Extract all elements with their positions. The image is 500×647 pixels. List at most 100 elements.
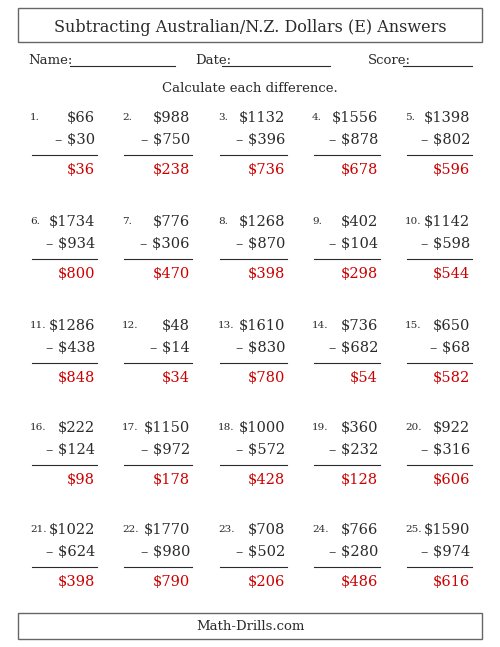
Text: Date:: Date: [195, 54, 231, 67]
Text: $128: $128 [341, 473, 378, 487]
Text: – $306: – $306 [140, 237, 190, 251]
Bar [18, 8, 482, 42]
Text: $398: $398 [248, 267, 285, 281]
Text: $1142: $1142 [424, 215, 470, 229]
Text: 20.: 20. [405, 424, 421, 432]
Text: – $104: – $104 [329, 237, 378, 251]
Text: $98: $98 [67, 473, 95, 487]
Text: $678: $678 [340, 163, 378, 177]
Text: $606: $606 [432, 473, 470, 487]
Text: 25.: 25. [405, 525, 421, 534]
Text: Subtracting Australian/N.Z. Dollars (E) Answers: Subtracting Australian/N.Z. Dollars (E) … [54, 19, 446, 36]
Text: $470: $470 [153, 267, 190, 281]
Text: $298: $298 [341, 267, 378, 281]
Text: $708: $708 [248, 523, 285, 537]
Text: $48: $48 [162, 319, 190, 333]
Text: – $14: – $14 [150, 341, 190, 355]
Text: – $572: – $572 [236, 443, 285, 457]
Text: – $396: – $396 [236, 133, 285, 147]
Text: 10.: 10. [405, 217, 421, 226]
Text: Score:: Score: [368, 54, 411, 67]
Text: $766: $766 [340, 523, 378, 537]
Text: $398: $398 [58, 575, 95, 589]
Text: 5.: 5. [405, 113, 415, 122]
Text: 2.: 2. [122, 113, 132, 122]
Text: 8.: 8. [218, 217, 228, 226]
Text: – $316: – $316 [421, 443, 470, 457]
Text: $402: $402 [341, 215, 378, 229]
Text: 17.: 17. [122, 424, 138, 432]
Text: $596: $596 [433, 163, 470, 177]
Text: – $438: – $438 [46, 341, 95, 355]
Text: – $124: – $124 [46, 443, 95, 457]
Text: Math-Drills.com: Math-Drills.com [196, 620, 304, 633]
Text: $54: $54 [350, 371, 378, 385]
Text: $790: $790 [153, 575, 190, 589]
Text: 11.: 11. [30, 322, 46, 331]
Text: – $802: – $802 [420, 133, 470, 147]
Text: – $232: – $232 [329, 443, 378, 457]
Text: 9.: 9. [312, 217, 322, 226]
Text: $988: $988 [152, 111, 190, 125]
Text: $1398: $1398 [424, 111, 470, 125]
Text: 19.: 19. [312, 424, 328, 432]
Text: 15.: 15. [405, 322, 421, 331]
Text: $1770: $1770 [144, 523, 190, 537]
Text: $206: $206 [248, 575, 285, 589]
Text: – $974: – $974 [421, 545, 470, 559]
Text: $800: $800 [58, 267, 95, 281]
Text: Name:: Name: [28, 54, 72, 67]
Text: – $598: – $598 [421, 237, 470, 251]
Text: – $502: – $502 [236, 545, 285, 559]
Text: – $68: – $68 [430, 341, 470, 355]
Text: 6.: 6. [30, 217, 40, 226]
Text: 18.: 18. [218, 424, 234, 432]
Text: $1000: $1000 [238, 421, 285, 435]
Text: $34: $34 [162, 371, 190, 385]
Text: Calculate each difference.: Calculate each difference. [162, 82, 338, 94]
Text: 7.: 7. [122, 217, 132, 226]
Text: 1.: 1. [30, 113, 40, 122]
Text: $1150: $1150 [144, 421, 190, 435]
Text: $1734: $1734 [48, 215, 95, 229]
Text: 16.: 16. [30, 424, 46, 432]
Text: 13.: 13. [218, 322, 234, 331]
Text: 23.: 23. [218, 525, 234, 534]
Text: $178: $178 [153, 473, 190, 487]
Text: $650: $650 [432, 319, 470, 333]
Text: $222: $222 [58, 421, 95, 435]
Text: – $972: – $972 [141, 443, 190, 457]
Text: 22.: 22. [122, 525, 138, 534]
Text: $1590: $1590 [424, 523, 470, 537]
Text: – $750: – $750 [141, 133, 190, 147]
Text: – $682: – $682 [328, 341, 378, 355]
Text: 24.: 24. [312, 525, 328, 534]
Bar [18, 613, 482, 639]
Text: $1268: $1268 [238, 215, 285, 229]
Text: 3.: 3. [218, 113, 228, 122]
Text: $1286: $1286 [48, 319, 95, 333]
Text: $1610: $1610 [238, 319, 285, 333]
Text: 21.: 21. [30, 525, 46, 534]
Text: $736: $736 [248, 163, 285, 177]
Text: $428: $428 [248, 473, 285, 487]
Text: $582: $582 [433, 371, 470, 385]
Text: – $830: – $830 [236, 341, 285, 355]
Text: – $934: – $934 [46, 237, 95, 251]
Text: – $878: – $878 [328, 133, 378, 147]
Text: – $870: – $870 [236, 237, 285, 251]
Text: 12.: 12. [122, 322, 138, 331]
Text: – $980: – $980 [140, 545, 190, 559]
Text: $1132: $1132 [239, 111, 285, 125]
Text: $780: $780 [248, 371, 285, 385]
Text: $360: $360 [340, 421, 378, 435]
Text: $922: $922 [433, 421, 470, 435]
Text: $486: $486 [340, 575, 378, 589]
Text: – $30: – $30 [55, 133, 95, 147]
Text: – $624: – $624 [46, 545, 95, 559]
Text: $36: $36 [67, 163, 95, 177]
Text: – $280: – $280 [328, 545, 378, 559]
Text: $238: $238 [152, 163, 190, 177]
Text: $776: $776 [153, 215, 190, 229]
Text: $848: $848 [58, 371, 95, 385]
